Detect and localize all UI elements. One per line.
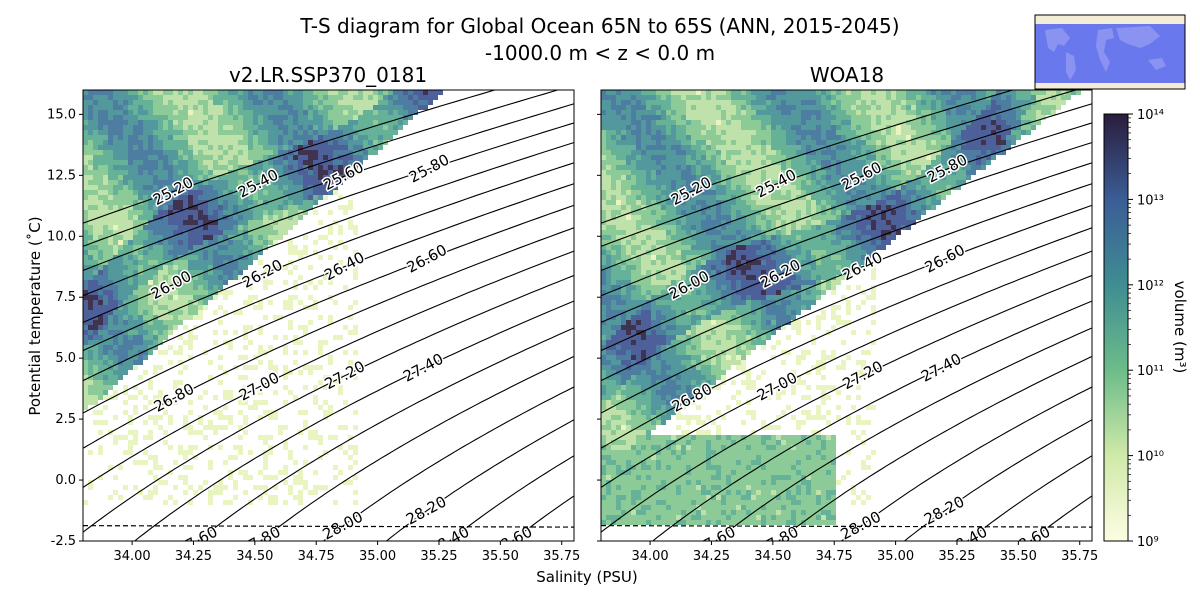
x-tick-label: 34.50 <box>754 549 791 564</box>
panel-title-left: v2.LR.SSP370_0181 <box>229 63 427 87</box>
contour-label: 26.40 <box>321 248 367 284</box>
x-tick-label: 34.00 <box>631 549 668 564</box>
contour-label: 28.20 <box>921 492 967 528</box>
contour-line <box>601 122 1092 297</box>
contour-label: 28.00 <box>320 507 366 543</box>
x-axis-label: Salinity (PSU) <box>536 568 638 586</box>
contour-line <box>83 274 574 533</box>
contour-line <box>601 274 1092 533</box>
contour-line <box>83 103 574 272</box>
contour-line <box>449 455 574 541</box>
x-tick-label: 35.50 <box>482 549 519 564</box>
contour-label: 26.60 <box>922 241 968 277</box>
contour-label: 27.40 <box>918 350 964 386</box>
contour-line <box>601 90 1013 224</box>
contour-line <box>83 183 574 382</box>
x-tick-label: 35.75 <box>1061 549 1098 564</box>
colorbar-gradient <box>1103 113 1129 542</box>
axes-frame <box>600 89 1093 542</box>
colorbar-tick-label: 10¹¹ <box>1137 364 1164 379</box>
freezing-line <box>83 525 574 528</box>
contour-line <box>83 90 558 247</box>
contour-line <box>601 227 1092 449</box>
x-tick-label: 34.25 <box>693 549 730 564</box>
contour-line <box>83 250 574 489</box>
contour-label: 25.80 <box>406 150 452 186</box>
figure-subtitle: -1000.0 m < z < 0.0 m <box>485 41 715 65</box>
y-tick-label: 5.0 <box>55 351 76 366</box>
colorbar-label: volume (m³) <box>1171 281 1189 374</box>
heatmap-cells <box>83 90 443 505</box>
y-tick-label: -2.5 <box>51 534 76 549</box>
contour-line <box>601 90 1076 247</box>
y-tick-label: 7.5 <box>55 290 76 305</box>
x-tick-label: 34.75 <box>298 549 335 564</box>
region-map-inset <box>1034 14 1186 90</box>
contour-line <box>841 386 1092 541</box>
contour-line <box>83 204 574 414</box>
heatmap-cells <box>601 90 1081 525</box>
contour-label: 26.60 <box>404 241 450 277</box>
contour-line <box>83 90 495 224</box>
contour-line <box>260 355 574 541</box>
contour-line <box>715 327 1092 541</box>
contour-line <box>652 300 1092 541</box>
colorbar: 10⁹ 10¹⁰ 10¹¹ 10¹² 10¹³ 10¹⁴ volume (m³) <box>1103 108 1189 550</box>
x-tick-label: 35.25 <box>938 549 975 564</box>
contour-line <box>601 103 1092 272</box>
contour-line <box>134 300 574 541</box>
x-tick-label: 35.25 <box>420 549 457 564</box>
contour-label: 27.40 <box>400 350 446 386</box>
freezing-line <box>601 525 1092 528</box>
y-tick-label: 15.0 <box>47 107 76 122</box>
x-tick-label: 35.00 <box>359 549 396 564</box>
contour-line <box>601 204 1092 414</box>
colorbar-tick-label: 10¹⁴ <box>1137 108 1164 123</box>
contour-label: 28.00 <box>838 507 884 543</box>
colorbar-tick-label: 10¹⁰ <box>1137 450 1164 465</box>
contour-line <box>601 250 1092 489</box>
x-tick-label: 35.50 <box>1000 549 1037 564</box>
contour-line <box>778 355 1092 541</box>
contour-line <box>601 183 1092 382</box>
x-tick-label: 34.25 <box>175 549 212 564</box>
contour-label: 28.20 <box>403 492 449 528</box>
contour-line <box>323 386 574 541</box>
contour-line <box>386 419 574 541</box>
x-tick-label: 34.50 <box>236 549 273 564</box>
axes-frame <box>82 89 575 542</box>
colorbar-tick-label: 10¹² <box>1137 279 1164 294</box>
y-axis-label: Potential temperature (˚C) <box>26 216 44 415</box>
x-tick-label: 34.00 <box>113 549 150 564</box>
contour-line <box>904 419 1092 541</box>
x-tick-label: 35.75 <box>543 549 580 564</box>
contour-label: 27.00 <box>236 368 282 404</box>
contour-line <box>967 455 1092 541</box>
y-tick-label: 10.0 <box>47 229 76 244</box>
contour-line <box>197 327 574 541</box>
y-tick-label: 12.5 <box>47 168 76 183</box>
contour-line <box>83 141 574 324</box>
panel-title-right: WOA18 <box>810 63 884 87</box>
colorbar-tick-label: 10⁹ <box>1137 535 1159 550</box>
contour-line <box>83 227 574 449</box>
colorbar-tick-label: 10¹³ <box>1137 193 1164 208</box>
contour-line <box>83 162 574 352</box>
x-tick-label: 34.75 <box>816 549 853 564</box>
contour-line <box>601 141 1092 324</box>
x-tick-label: 35.00 <box>877 549 914 564</box>
contour-line <box>601 162 1092 352</box>
contour-line <box>83 122 574 297</box>
y-tick-label: 2.5 <box>55 412 76 427</box>
y-tick-label: 0.0 <box>55 473 76 488</box>
figure-title: T-S diagram for Global Ocean 65N to 65S … <box>299 14 899 38</box>
